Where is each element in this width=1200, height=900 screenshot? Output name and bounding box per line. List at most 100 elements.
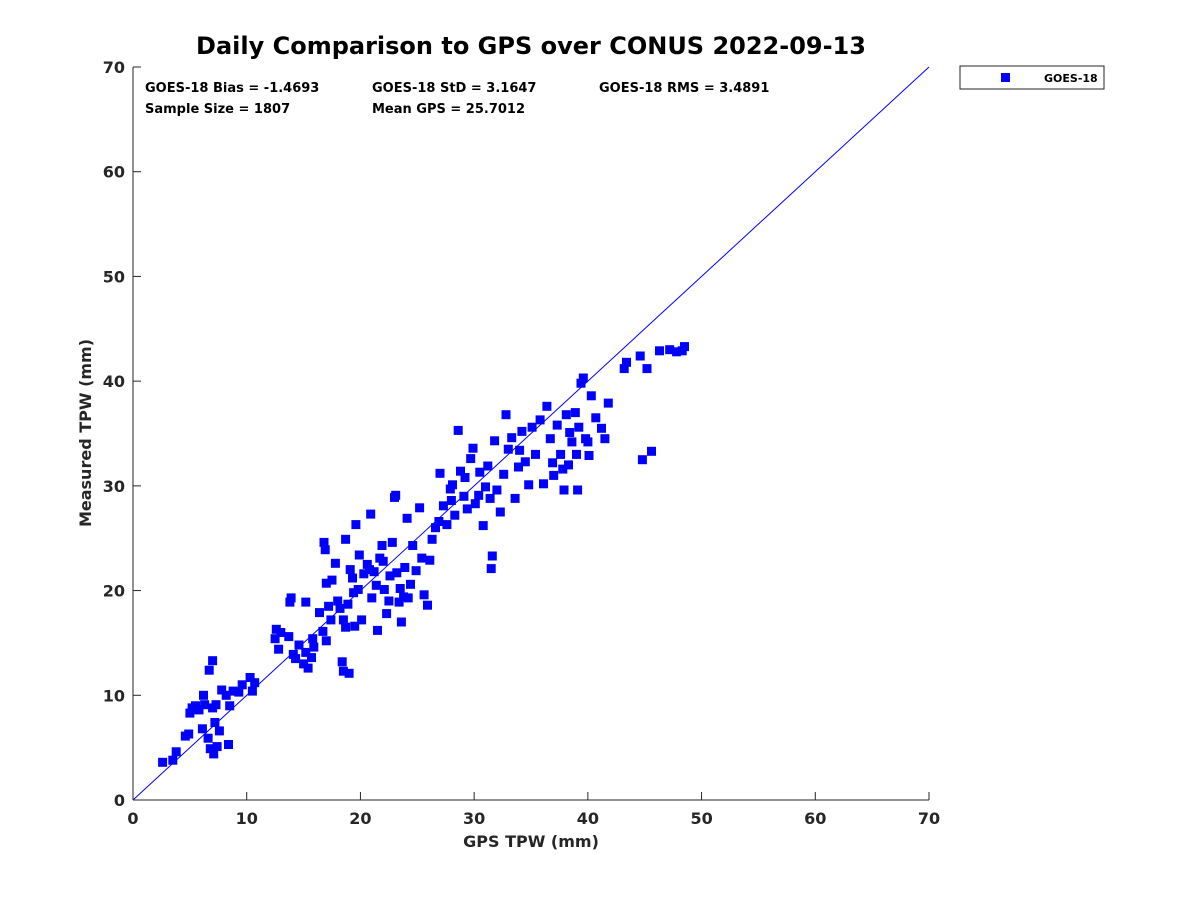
data-point [574,422,584,432]
legend-marker [1001,73,1010,82]
data-point [453,425,463,435]
stats-annotations: GOES-18 Bias = -1.4693 GOES-18 StD = 3.16… [145,81,769,117]
data-point [570,408,580,418]
legend: GOES-18 [959,65,1105,90]
data-point [335,603,345,613]
data-point [515,445,525,455]
data-point [655,346,664,356]
data-point [408,541,418,550]
y-tick-label: 60 [103,163,125,182]
data-point [341,622,351,632]
data-point [501,410,511,420]
data-point [584,451,594,460]
data-point [319,537,329,547]
data-point [423,600,432,610]
data-point [203,733,213,743]
data-point [419,590,429,600]
data-point [635,351,645,361]
data-point [558,464,568,474]
data-point [303,663,313,673]
data-point [591,413,601,423]
data-point [586,391,596,401]
data-point [435,468,445,478]
data-point [211,700,221,710]
data-point [307,653,316,663]
data-point [490,436,500,446]
data-point [385,571,395,581]
data-point [446,496,456,505]
data-point [485,493,495,503]
data-point [318,626,328,636]
data-point [351,520,361,530]
data-point [392,568,402,578]
data-point [308,634,318,644]
data-point [369,567,379,577]
y-tick-label: 50 [103,267,125,286]
data-point [333,596,343,606]
data-point [495,507,505,517]
data-point [341,534,351,544]
data-point [665,345,675,355]
data-point [343,599,353,609]
data-point [337,657,347,667]
data-point [379,585,389,594]
y-tick-label: 70 [103,58,125,77]
data-point [247,686,257,696]
data-point [600,434,610,444]
data-point [224,740,233,749]
data-point [301,647,311,657]
data-point [168,755,178,765]
data-point [486,564,496,574]
data-point [481,482,490,492]
data-point [565,428,575,437]
data-point [348,573,357,583]
data-point [209,749,219,759]
data-point [327,575,337,585]
data-point [524,480,534,490]
data-point [450,510,460,520]
data-point [559,485,569,495]
x-tick-label: 10 [236,809,258,828]
data-point [270,634,280,644]
stat-annotation: GOES-18 Bias = -1.4693 [145,81,319,96]
data-point [434,517,444,526]
data-point [492,485,502,495]
data-point [535,415,545,425]
chart-title: Daily Comparison to GPS over CONUS 2022-… [196,32,866,60]
data-point [567,437,577,447]
data-point [294,640,304,650]
data-point [556,449,566,459]
axes: 0 10 20 30 40 50 60 70 0 10 20 30 40 50 60 70 [103,58,940,828]
data-point [642,364,652,374]
data-point [387,537,397,547]
data-point [431,523,440,533]
data-point [200,700,210,710]
data-point [225,701,235,711]
data-point [321,578,331,588]
data-point [357,615,367,625]
data-point [647,446,656,456]
data-point [483,461,493,471]
data-point [403,593,413,603]
data-point [250,678,260,688]
data-point [680,342,689,352]
data-point [549,470,559,480]
data-point [396,617,406,627]
data-point [245,673,255,682]
data-point [578,373,588,383]
y-axis-label: Measured TPW (mm) [76,339,95,527]
data-point [456,466,465,476]
data-point [371,580,381,590]
data-point [197,724,207,734]
data-point [411,566,421,576]
data-point [576,378,586,388]
data-point [194,705,204,715]
y-tick-label: 40 [103,372,125,391]
data-point [406,579,415,589]
data-point [415,503,425,513]
data-point [507,433,517,443]
data-point [320,545,330,555]
data-point [185,708,195,718]
